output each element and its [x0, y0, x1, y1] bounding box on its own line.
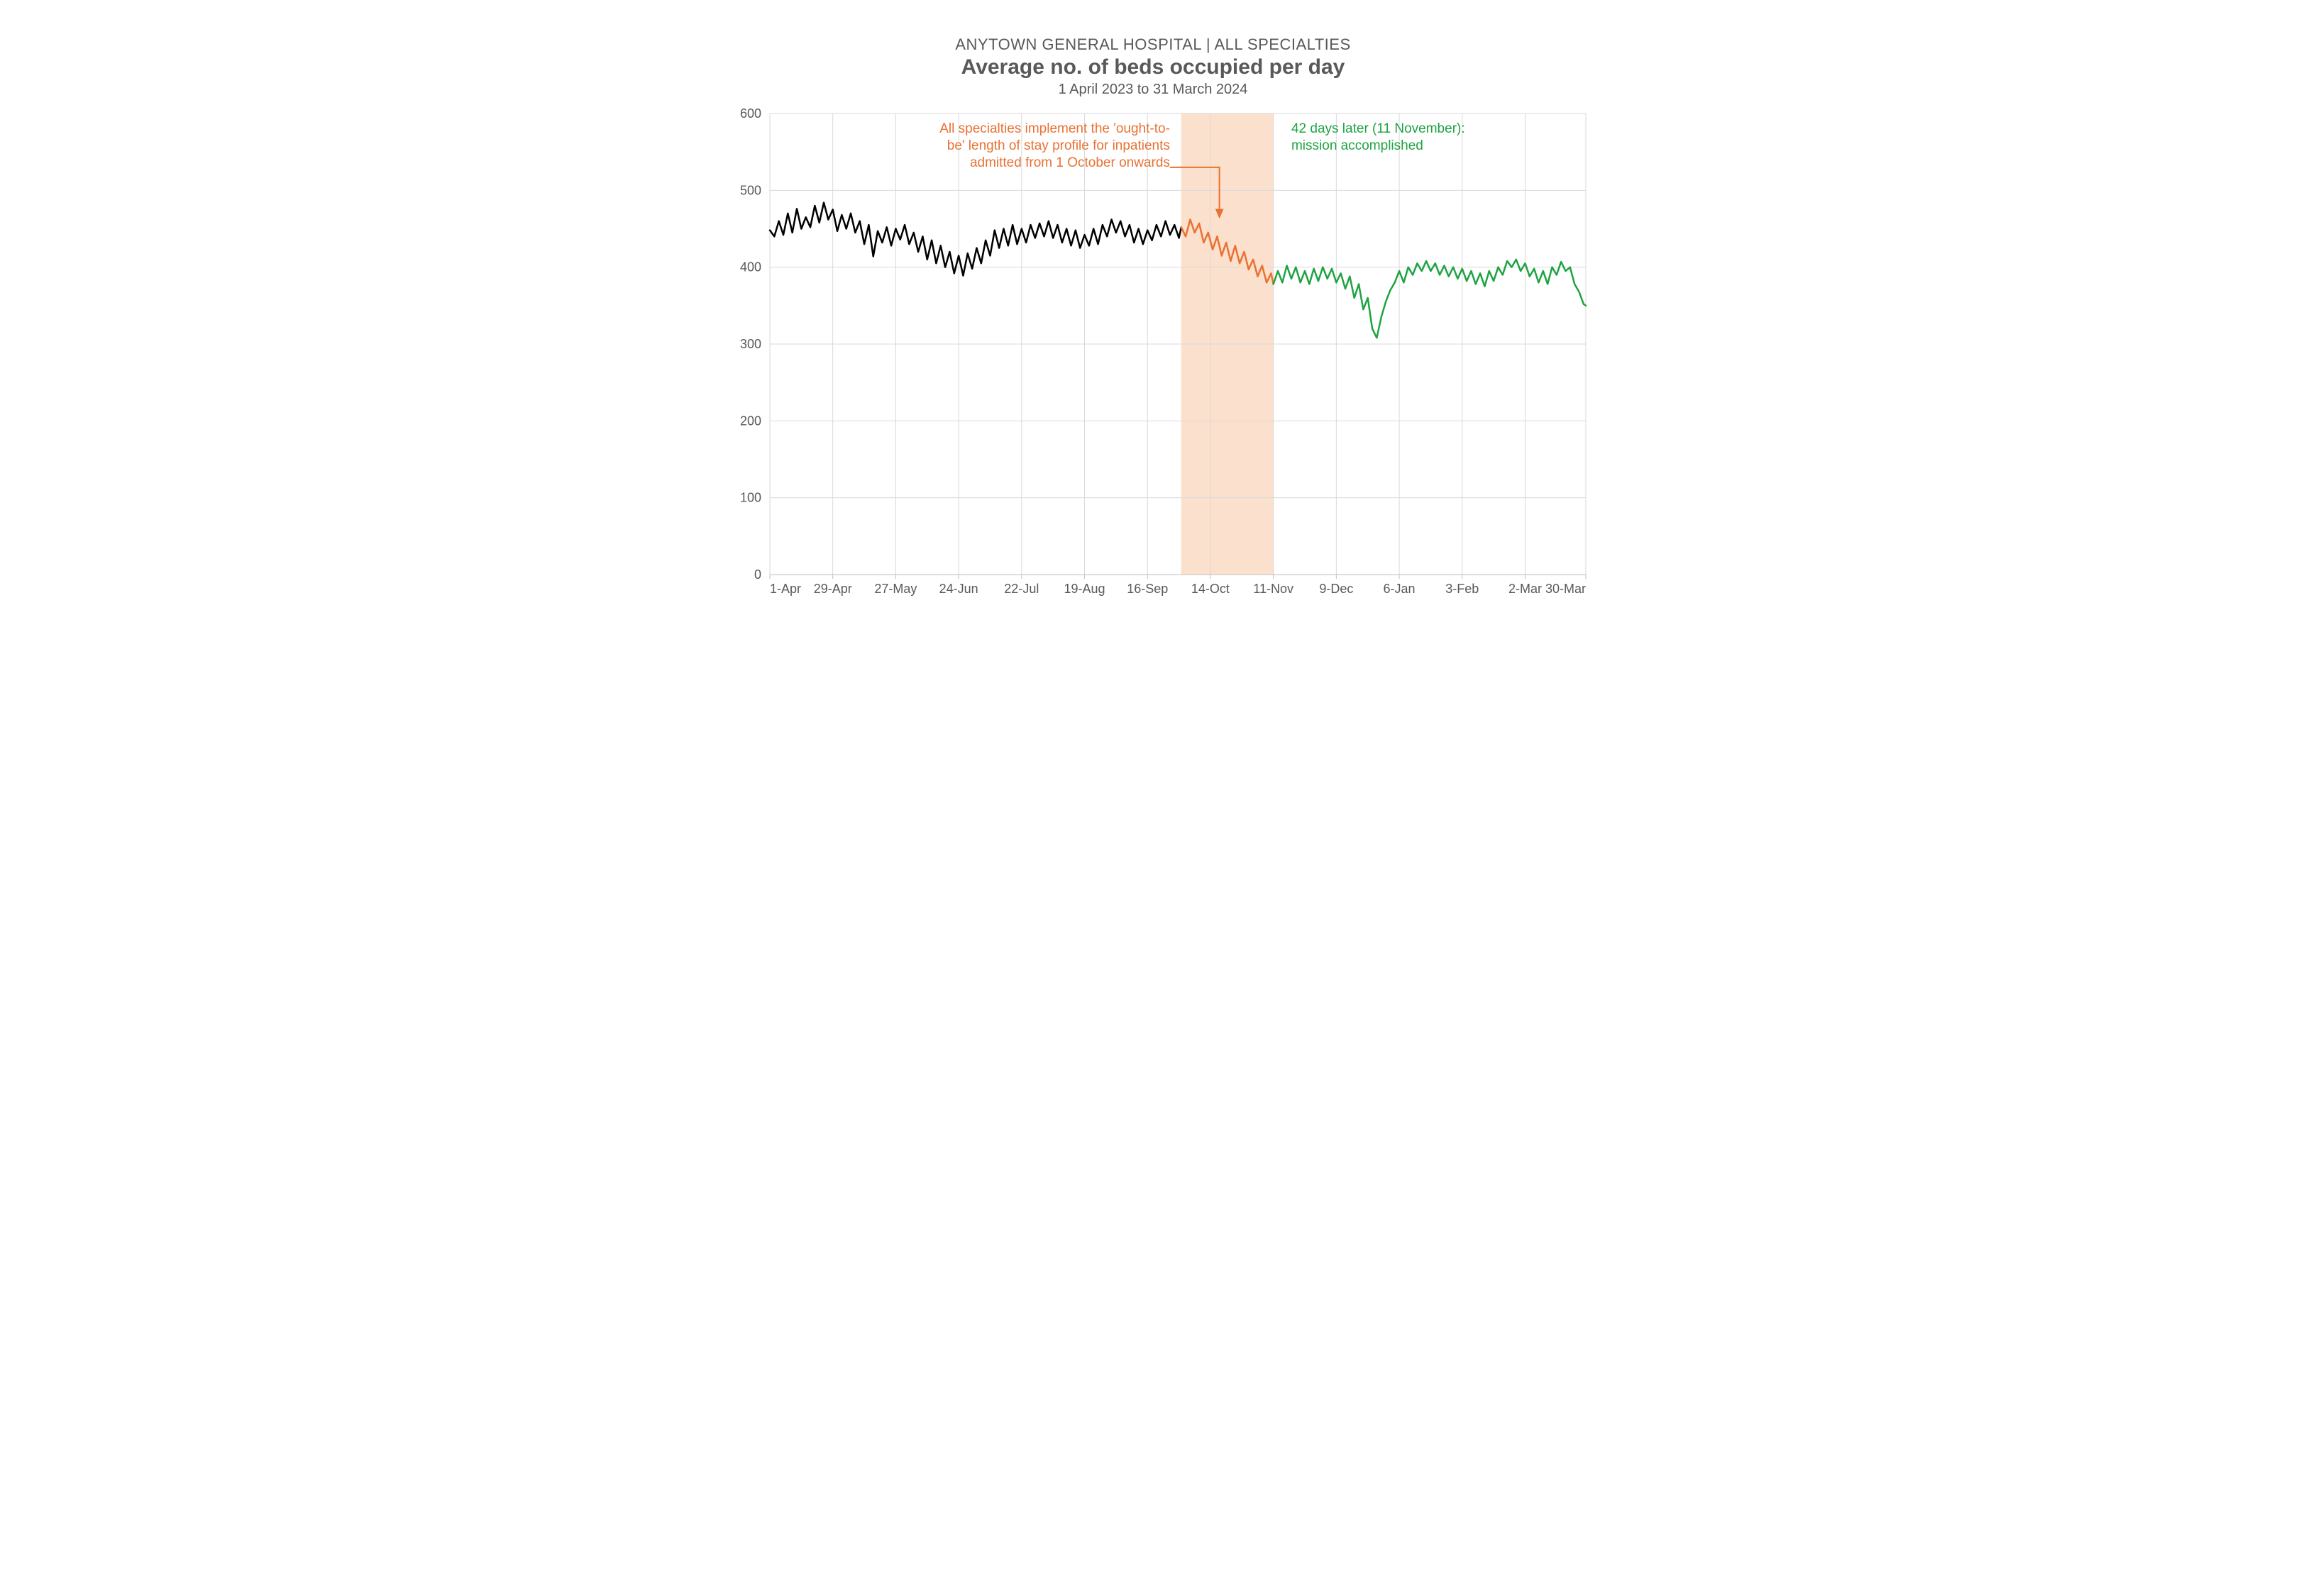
x-tick-label: 1-Apr [770, 582, 801, 596]
y-tick-label: 400 [740, 260, 761, 275]
y-tick-label: 500 [740, 183, 761, 197]
x-tick-label: 22-Jul [1004, 582, 1039, 596]
y-tick-label: 0 [754, 567, 761, 582]
x-tick-label: 29-Apr [814, 582, 852, 596]
y-tick-label: 600 [740, 106, 761, 121]
x-tick-label: 6-Jan [1384, 582, 1416, 596]
y-tick-label: 100 [740, 491, 761, 505]
chart-svg: ANYTOWN GENERAL HOSPITAL | ALL SPECIALTI… [692, 0, 1614, 638]
chart-supertitle: ANYTOWN GENERAL HOSPITAL | ALL SPECIALTI… [955, 35, 1350, 53]
annotation-orange-line: be' length of stay profile for inpatient… [947, 138, 1170, 153]
chart-title: Average no. of beds occupied per day [961, 55, 1345, 79]
y-tick-label: 300 [740, 337, 761, 351]
annotation-orange-line: admitted from 1 October onwards [970, 155, 1170, 170]
x-tick-label: 16-Sep [1127, 582, 1168, 596]
x-tick-label: 19-Aug [1064, 582, 1105, 596]
x-tick-label: 14-Oct [1191, 582, 1230, 596]
annotation-green-line: 42 days later (11 November): [1291, 121, 1465, 136]
series-post [1274, 260, 1586, 338]
annotation-green-line: mission accomplished [1291, 138, 1423, 153]
x-tick-label: 9-Dec [1319, 582, 1353, 596]
x-tick-label: 30-Mar [1545, 582, 1586, 596]
x-tick-label: 27-May [874, 582, 917, 596]
chart-subtitle: 1 April 2023 to 31 March 2024 [1059, 82, 1248, 97]
x-tick-label: 24-Jun [939, 582, 978, 596]
x-tick-label: 2-Mar [1508, 582, 1542, 596]
x-tick-label: 3-Feb [1445, 582, 1479, 596]
annotation-orange-line: All specialties implement the 'ought-to- [939, 121, 1170, 136]
y-tick-label: 200 [740, 414, 761, 428]
x-tick-label: 11-Nov [1253, 582, 1293, 596]
series-baseline [770, 203, 1181, 276]
chart-container: ANYTOWN GENERAL HOSPITAL | ALL SPECIALTI… [692, 0, 1614, 638]
